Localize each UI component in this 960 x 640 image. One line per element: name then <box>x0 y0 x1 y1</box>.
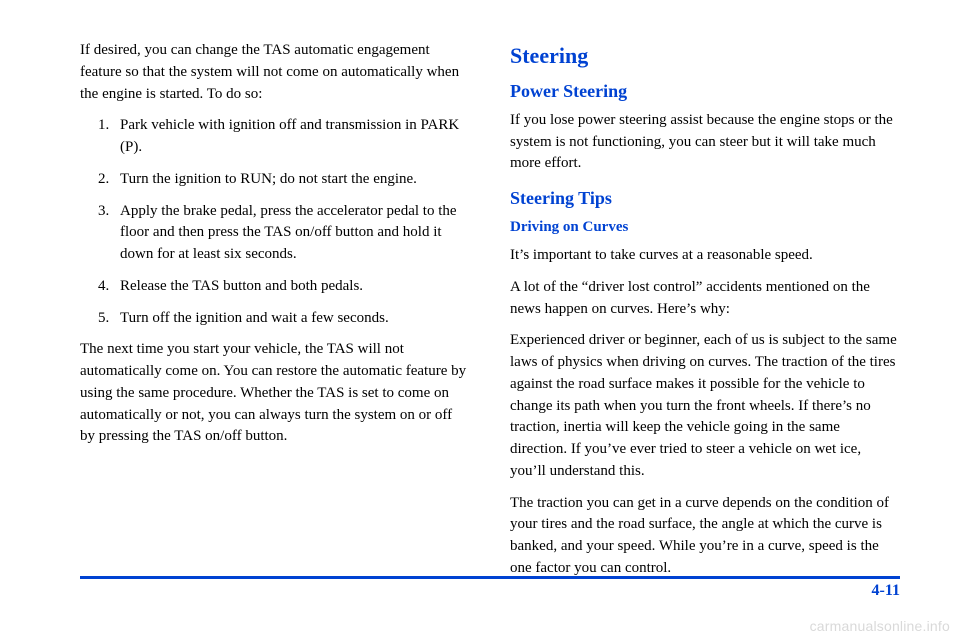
right-column: Steering Power Steering If you lose powe… <box>510 40 900 590</box>
list-item: 4. Release the TAS button and both pedal… <box>80 276 470 298</box>
list-item: 5. Turn off the ignition and wait a few … <box>80 308 470 330</box>
list-text: Park vehicle with ignition off and trans… <box>120 115 470 159</box>
list-text: Turn off the ignition and wait a few sec… <box>120 308 470 330</box>
curves-paragraph: Experienced driver or beginner, each of … <box>510 330 900 482</box>
list-number: 5. <box>98 308 120 330</box>
footer-rule <box>80 576 900 579</box>
procedure-list: 1. Park vehicle with ignition off and tr… <box>80 115 470 329</box>
heading-steering-tips: Steering Tips <box>510 185 900 211</box>
heading-driving-curves: Driving on Curves <box>510 217 900 239</box>
heading-power-steering: Power Steering <box>510 78 900 104</box>
closing-paragraph: The next time you start your vehicle, th… <box>80 339 470 448</box>
curves-paragraph: The traction you can get in a curve depe… <box>510 493 900 580</box>
manual-page: If desired, you can change the TAS autom… <box>0 0 960 640</box>
list-item: 1. Park vehicle with ignition off and tr… <box>80 115 470 159</box>
list-text: Release the TAS button and both pedals. <box>120 276 470 298</box>
watermark-text: carmanualsonline.info <box>810 618 950 634</box>
intro-paragraph: If desired, you can change the TAS autom… <box>80 40 470 105</box>
curves-paragraph: A lot of the “driver lost control” accid… <box>510 277 900 321</box>
list-item: 3. Apply the brake pedal, press the acce… <box>80 201 470 266</box>
page-footer: 4-11 <box>80 576 900 600</box>
list-text: Apply the brake pedal, press the acceler… <box>120 201 470 266</box>
list-number: 4. <box>98 276 120 298</box>
power-steering-paragraph: If you lose power steering assist becaus… <box>510 110 900 175</box>
list-number: 3. <box>98 201 120 266</box>
two-column-layout: If desired, you can change the TAS autom… <box>80 40 900 590</box>
curves-paragraph: It’s important to take curves at a reaso… <box>510 245 900 267</box>
page-number: 4-11 <box>866 582 900 600</box>
heading-steering: Steering <box>510 40 900 72</box>
list-number: 2. <box>98 169 120 191</box>
list-item: 2. Turn the ignition to RUN; do not star… <box>80 169 470 191</box>
list-text: Turn the ignition to RUN; do not start t… <box>120 169 470 191</box>
list-number: 1. <box>98 115 120 159</box>
left-column: If desired, you can change the TAS autom… <box>80 40 470 590</box>
